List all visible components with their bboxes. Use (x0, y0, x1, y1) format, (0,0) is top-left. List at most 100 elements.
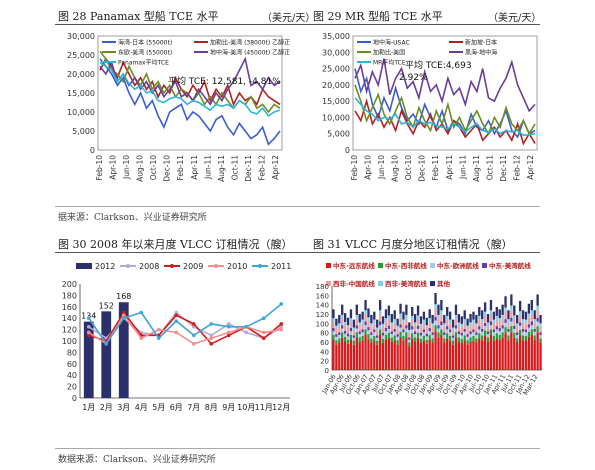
fig30-point (121, 310, 126, 315)
fig31-bar-segment (411, 333, 414, 339)
fig31-bar-segment (498, 331, 501, 335)
fig31-bar-segment (524, 323, 528, 330)
fig31-bar-segment (463, 322, 466, 329)
fig30-point (174, 319, 179, 323)
fig29-ytick: 5,000 (327, 130, 350, 139)
fig31-title: 图 31 VLCC 月度分地区订租情况（艘） (313, 238, 513, 251)
fig31-bar-segment (481, 340, 484, 370)
fig31-bar-segment (431, 323, 434, 327)
fig31-bar-segment (402, 329, 405, 333)
fig31-legend-label: 中东-西非航线 (385, 261, 427, 270)
fig30-ytick: 60 (67, 360, 77, 369)
fig29-title: 图 29 MR 型船 TCE 水平 (313, 10, 443, 23)
fig31-bar-segment (338, 314, 341, 324)
fig31-bar-segment (413, 325, 417, 332)
fig31-bar-segment (518, 315, 522, 323)
fig31-bar-segment (451, 337, 455, 341)
fig31-bar-segment (343, 336, 347, 342)
fig31-bar-segment (408, 329, 411, 333)
fig31-bar-segment (483, 322, 487, 327)
fig29-series-line (354, 84, 536, 136)
fig31-bar-segment (364, 300, 367, 311)
fig31-bar-segment (393, 319, 396, 323)
fig31-bar-segment (533, 310, 536, 320)
top-rule (55, 24, 540, 25)
fig31-bar-segment (413, 314, 417, 323)
fig31-bar-segment (381, 332, 385, 336)
fig31-bar-segment (338, 342, 341, 370)
fig31-bar-segment (492, 332, 496, 336)
fig31-bar-segment (437, 328, 440, 333)
fig31-bar-segment (498, 335, 501, 340)
fig30-point (279, 324, 284, 329)
fig31-bar-segment (527, 327, 531, 332)
fig31-bar-segment (361, 311, 364, 320)
fig30-legend-marker (126, 264, 130, 268)
fig31-ytick: 40 (320, 348, 329, 356)
fig31-bar-segment (364, 314, 367, 322)
fig30-xtick: 10月 (237, 403, 255, 412)
fig31-bar-segment (358, 314, 361, 323)
fig30-point (156, 327, 161, 332)
fig30-chart: 2012 2008 2009 2010 2011 0 20 40 60 80 100 120 140 16… (62, 262, 292, 412)
fig31-bar-segment (364, 335, 367, 370)
fig28-legend-label: 加勒比-美湾 (38000t) 乙醇正 (210, 39, 290, 47)
fig31-bar-segment (536, 332, 539, 370)
fig31-bar-segment (527, 313, 531, 318)
fig31-bar-segment (425, 325, 428, 329)
fig31-bar-segment (521, 328, 525, 332)
fig30-point (244, 330, 249, 335)
fig29-ytick: 10,000 (322, 113, 350, 122)
fig31-bar-segment (343, 333, 347, 337)
fig31-bar-segment (454, 332, 458, 338)
fig31-bar-segment (472, 329, 475, 333)
fig31-bar-segment (530, 300, 533, 311)
fig30-ytick: 120 (62, 326, 77, 335)
fig31-bar-segment (469, 314, 472, 323)
fig31-bar-segment (358, 331, 361, 335)
fig31-ytick: 180 (316, 283, 329, 291)
fig31-bar-segment (483, 335, 487, 370)
fig31-bar-segment (518, 325, 522, 330)
fig31-bar-segment (378, 300, 382, 311)
fig30-legend-marker (214, 264, 218, 268)
fig31-bar-segment (440, 300, 443, 311)
fig31-bar-segment (495, 307, 498, 316)
fig31-bar-segment (399, 331, 402, 337)
fig31-bar-segment (387, 332, 391, 338)
fig30-bar (118, 302, 129, 398)
fig31-bar-segment (425, 328, 428, 334)
fig29-xtick: Apr-10 (364, 155, 373, 180)
fig31-bar-segment (513, 305, 516, 316)
fig29-ytick: 0 (345, 146, 350, 155)
fig31-bar-segment (364, 310, 367, 315)
fig31-bar-segment (469, 322, 472, 326)
fig31-bar-segment (384, 335, 388, 340)
fig31-bar-segment (390, 334, 393, 338)
fig31-bar-segment (434, 293, 437, 305)
fig31-bar-segment (428, 321, 431, 328)
fig30-point (139, 310, 144, 315)
fig31-bar-segment (501, 328, 504, 333)
fig31-bar-segment (399, 303, 402, 314)
fig31-bar-segment (352, 319, 356, 328)
fig31-bar-segment (405, 304, 408, 315)
fig31-bar-segment (373, 335, 376, 341)
fig31-bar-segment (460, 316, 463, 324)
fig30-ytick: 100 (62, 337, 77, 346)
fig31-bar-segment (370, 342, 373, 370)
fig31-bar-segment (510, 326, 513, 333)
fig31-bar-segment (437, 318, 440, 326)
fig31-ytick: 100 (316, 320, 329, 328)
fig31-bar-segment (399, 313, 402, 318)
fig31-bar-segment (527, 336, 531, 370)
fig31-bar-segment (431, 326, 434, 333)
fig31-bar-segment (463, 319, 466, 323)
fig31-bar-segment (393, 310, 396, 320)
fig28-xtick: Feb-12 (257, 155, 266, 181)
fig31-bar-segment (498, 339, 501, 370)
fig31-bar-segment (370, 323, 373, 327)
fig31-bar-segment (367, 330, 370, 335)
fig31-bar-segment (349, 321, 353, 328)
fig31-bar-segment (338, 335, 341, 339)
